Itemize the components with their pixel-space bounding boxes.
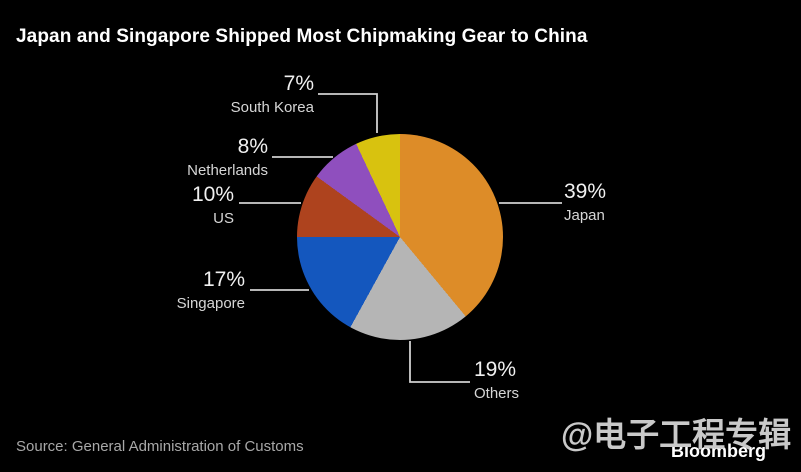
slice-pct: 10%: [191, 183, 234, 206]
slice-name: Singapore: [176, 295, 245, 312]
leader-line-south-korea: [318, 93, 378, 133]
slice-label-japan: 39% Japan: [564, 181, 606, 223]
slice-name: Netherlands: [187, 162, 268, 179]
slice-label-us: 10% US: [192, 184, 234, 226]
slice-pct: 17%: [202, 268, 245, 291]
slice-pct: 19%: [474, 358, 517, 381]
chart-title: Japan and Singapore Shipped Most Chipmak…: [16, 26, 588, 47]
slice-name: Others: [474, 385, 520, 402]
leader-line-others: [409, 341, 470, 383]
watermark-handle: @电子工程专辑: [561, 416, 792, 453]
slice-name: US: [213, 210, 234, 227]
slice-label-south-korea: 7% South Korea: [231, 73, 314, 115]
slice-label-singapore: 17% Singapore: [177, 269, 245, 311]
bloomberg-logo: Bloomberg: [671, 441, 767, 461]
slice-label-netherlands: 8% Netherlands: [187, 136, 268, 178]
slice-name: Japan: [564, 207, 605, 224]
source-note: Source: General Administration of Custom…: [16, 438, 304, 455]
slice-label-others: 19% Others: [474, 359, 519, 401]
pie: [297, 134, 503, 340]
slice-pct: 7%: [283, 72, 314, 95]
slice-pct: 39%: [564, 180, 607, 203]
slice-pct: 8%: [237, 135, 268, 158]
slice-name: South Korea: [230, 99, 314, 116]
